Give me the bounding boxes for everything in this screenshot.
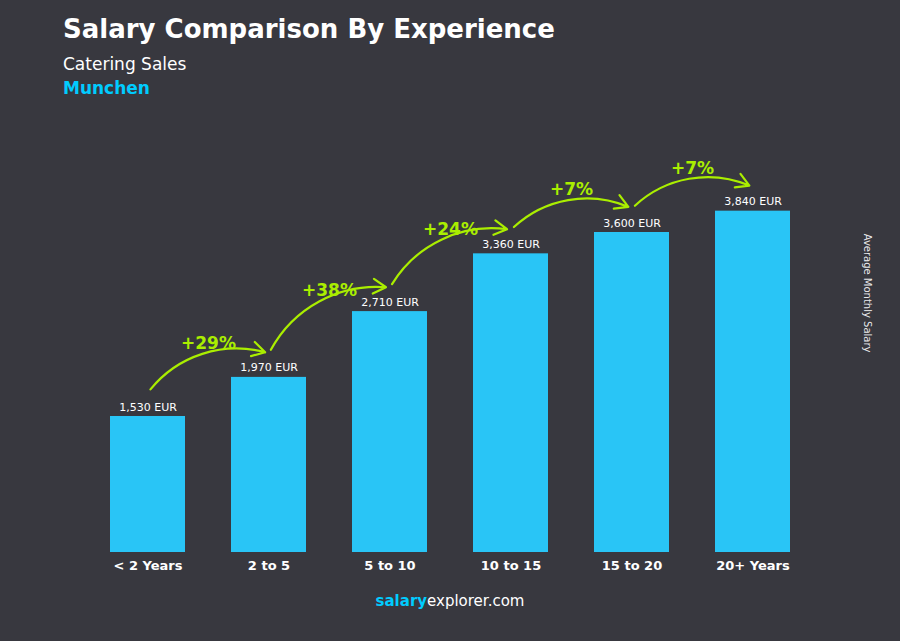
svg-text:20+ Years: 20+ Years xyxy=(716,558,790,573)
svg-text:Average Monthly Salary: Average Monthly Salary xyxy=(862,234,873,353)
svg-text:+7%: +7% xyxy=(671,158,714,178)
svg-text:< 2 Years: < 2 Years xyxy=(114,558,183,573)
svg-text:+29%: +29% xyxy=(181,333,236,353)
html-text:salary explorer.com: salary explorer.com xyxy=(375,592,525,610)
svg-text:2,710 EUR: 2,710 EUR xyxy=(361,296,419,309)
svg-text:1,970 EUR: 1,970 EUR xyxy=(240,361,298,374)
svg-text:1,530 EUR: 1,530 EUR xyxy=(119,401,177,414)
svg-text:3,840 EUR: 3,840 EUR xyxy=(724,195,782,208)
svg-text:2 to 5: 2 to 5 xyxy=(248,558,290,573)
svg-text:+38%: +38% xyxy=(302,280,357,300)
svg-text:5 to 10: 5 to 10 xyxy=(364,558,415,573)
svg-text:15 to 20: 15 to 20 xyxy=(602,558,662,573)
svg-text:3,360 EUR: 3,360 EUR xyxy=(482,238,540,251)
html-text:Salary Comparison By Experienc: Salary Comparison By Experience xyxy=(63,14,555,44)
svg-text:+7%: +7% xyxy=(550,179,593,199)
svg-text:3,600 EUR: 3,600 EUR xyxy=(603,217,661,230)
html-text:Catering Sales: Catering Sales xyxy=(63,54,187,74)
svg-text:10 to 15: 10 to 15 xyxy=(481,558,541,573)
html-text:Munchen: Munchen xyxy=(63,78,150,98)
svg-text:+24%: +24% xyxy=(423,219,478,239)
